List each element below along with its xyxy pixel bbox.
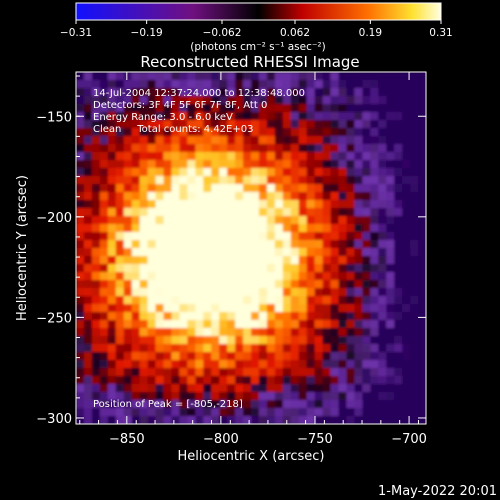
x-axis-label: Heliocentric X (arcsec) [178,449,325,464]
y-tick-label: −150 [36,110,72,125]
annotation-counts: Clean Total counts: 4.42E+03 [93,124,253,135]
y-axis-ticks: −150 −200 −250 −300 [36,75,426,427]
colorbar-tick-label: 0.31 [429,27,452,39]
annotation-energy: Energy Range: 3.0 - 6.0 keV [93,112,233,123]
x-tick-label: −700 [391,432,427,447]
annotation-time: 14-Jul-2004 12:37:24.000 to 12:38:48.000 [93,88,305,99]
colorbar-tick-label: 0.062 [280,27,310,39]
x-tick-label: −800 [203,432,239,447]
colorbar-tick-label: 0.19 [359,27,382,39]
x-tick-label: −750 [297,432,333,447]
x-tick-label: −850 [109,432,145,447]
colorbar-unit-label: (photons cm⁻² s⁻¹ asec⁻²) [190,41,325,53]
y-tick-label: −200 [36,211,72,226]
footer-date: 1-May-2022 20:01 [378,484,497,499]
chart-title: Reconstructed RHESSI Image [140,53,359,71]
annotation-peak: Position of Peak = [-805,-218] [93,399,243,410]
heatmap-image [76,72,426,424]
colorbar-tick-label: −0.19 [131,27,163,39]
x-axis-ticks: −850 −800 −750 −700 [79,72,427,447]
y-tick-label: −250 [36,311,72,326]
colorbar [75,2,442,21]
colorbar-tick-label: −0.31 [60,27,92,39]
y-axis-label: Heliocentric Y (arcsec) [15,175,30,321]
annotation-detectors: Detectors: 3F 4F 5F 6F 7F 8F, Att 0 [93,100,267,111]
colorbar-ticks: −0.31 −0.19 −0.062 0.062 0.19 0.31 [60,20,453,39]
plot-frame [75,71,427,425]
colorbar-tick-label: −0.062 [203,27,242,39]
y-tick-label: −300 [36,412,72,427]
